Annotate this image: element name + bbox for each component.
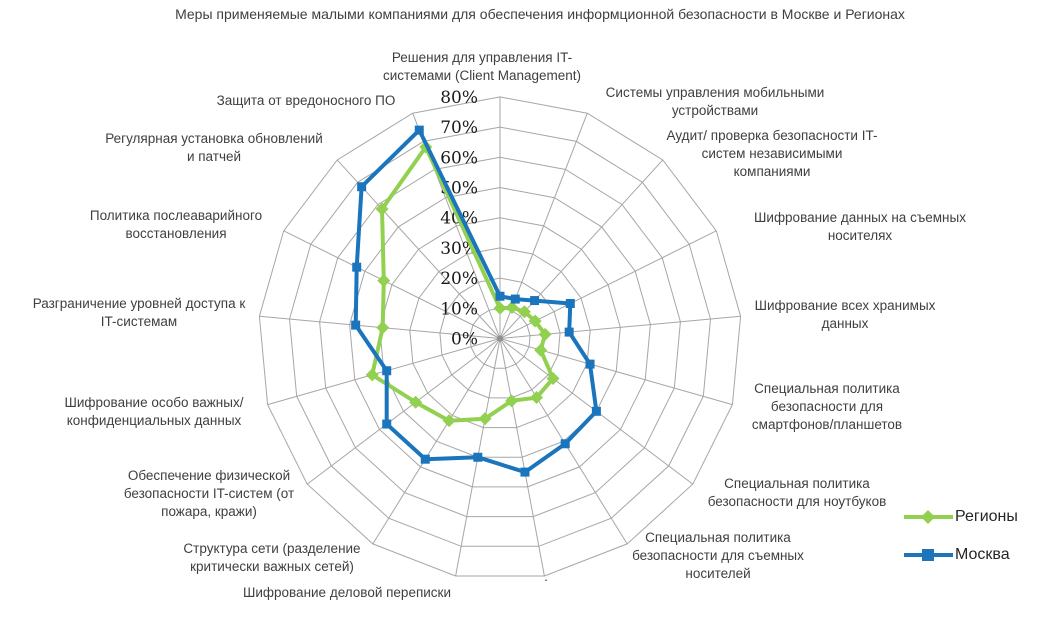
data-point-diamond-regions — [478, 412, 492, 426]
grid-ring — [379, 217, 621, 458]
grid-ring — [288, 126, 712, 547]
data-point-diamond-regions — [493, 301, 507, 315]
data-point-diamond-regions — [365, 368, 379, 382]
axis-spoke — [306, 338, 501, 485]
category-label: Шифрование деловой переписки — [243, 585, 451, 600]
data-point-diamond-regions — [375, 202, 389, 216]
category-label: Аудит/ проверка безопасности IT-систем н… — [667, 128, 878, 179]
data-point-square-moscow — [382, 419, 392, 429]
data-point-square-moscow — [564, 327, 574, 337]
data-point-diamond-regions — [442, 414, 456, 428]
radial-tick-label: 20% — [440, 269, 478, 289]
data-point-square-moscow — [585, 359, 595, 369]
data-point-square-moscow — [495, 291, 505, 301]
grid-ring — [439, 277, 561, 399]
grid-ring — [409, 247, 591, 429]
axis-spoke — [372, 338, 501, 545]
data-point-square-moscow — [352, 262, 362, 272]
category-label: Специальная политика безопасности для смар… — [752, 381, 902, 432]
chart-title: Меры применяемые малыми компаниями для о… — [175, 6, 905, 22]
data-point-square-moscow — [357, 182, 367, 192]
data-point-diamond-regions — [505, 301, 519, 315]
category-label: Защита от вредоносного ПО — [217, 93, 396, 108]
radial-tick-label: 70% — [440, 118, 478, 138]
chart-center-dot — [497, 335, 503, 342]
legend-item-regions: Регионы — [903, 508, 1018, 526]
data-point-square-moscow — [530, 296, 540, 306]
legend-label-moscow: Москва — [955, 546, 1010, 563]
category-label: Специальная политика безопасности для ноу… — [708, 476, 887, 509]
data-point-square-moscow — [351, 320, 361, 330]
category-label: . — [544, 569, 548, 584]
data-point-square-moscow — [473, 452, 483, 462]
axis-spoke — [499, 338, 545, 577]
data-point-diamond-regions — [546, 372, 560, 386]
grid-ring — [258, 96, 742, 577]
legend-item-moscow: Москва — [903, 546, 1010, 564]
category-label: Политика послеаварийного восстановления — [90, 208, 262, 241]
category-label: Системы управления мобильными устройствам… — [606, 85, 825, 118]
data-point-diamond-regions — [517, 305, 531, 319]
data-point-diamond-regions — [530, 391, 544, 405]
data-point-diamond-regions — [534, 343, 548, 357]
data-point-square-moscow — [520, 467, 530, 477]
legend-swatch-regions-icon — [904, 510, 953, 524]
data-point-diamond-regions — [377, 274, 391, 288]
category-label: Разграничение уровней доступа к IT-систем… — [33, 296, 246, 329]
data-point-square-moscow — [420, 454, 430, 464]
category-label: Шифрование особо важных/конфиденциальных… — [65, 395, 244, 428]
radial-tick-label: 0% — [451, 330, 478, 350]
data-point-diamond-regions — [538, 327, 552, 341]
data-point-diamond-regions — [505, 394, 519, 408]
data-point-diamond-regions — [376, 321, 390, 335]
data-point-square-moscow — [414, 125, 424, 135]
legend-swatch-moscow-icon — [904, 549, 953, 561]
series-polygon-moscow — [353, 128, 599, 475]
axis-spoke — [283, 230, 501, 339]
category-label: Специальная политика безопасности для съе… — [632, 530, 804, 581]
data-point-diamond-regions — [528, 314, 542, 328]
radial-tick-label: 10% — [440, 299, 478, 319]
data-point-square-moscow — [510, 294, 520, 304]
data-point-diamond-regions — [409, 395, 423, 409]
data-point-square-moscow — [560, 439, 570, 449]
grid-ring — [349, 186, 651, 488]
data-point-square-moscow — [565, 299, 575, 309]
category-label: Структура сети (разделение критически важ… — [183, 541, 360, 574]
radial-tick-label: 60% — [440, 148, 478, 168]
grid-ring — [319, 156, 681, 518]
category-label: Решения для управления IT-системами (Cli… — [383, 50, 581, 83]
data-point-square-moscow — [382, 366, 392, 376]
category-label: Обеспечение физической безопасности IT-си… — [124, 468, 294, 519]
category-label: Регулярная установка обновлений и патчей — [105, 131, 323, 164]
data-point-square-moscow — [591, 406, 601, 416]
grid-ring — [469, 307, 531, 369]
radial-tick-label: 80% — [440, 88, 478, 108]
legend-label-regions: Регионы — [955, 508, 1018, 525]
category-label: Шифрование всех хранимых данных — [755, 298, 936, 331]
category-label: Шифрование данных на съемных носителях — [754, 210, 966, 243]
